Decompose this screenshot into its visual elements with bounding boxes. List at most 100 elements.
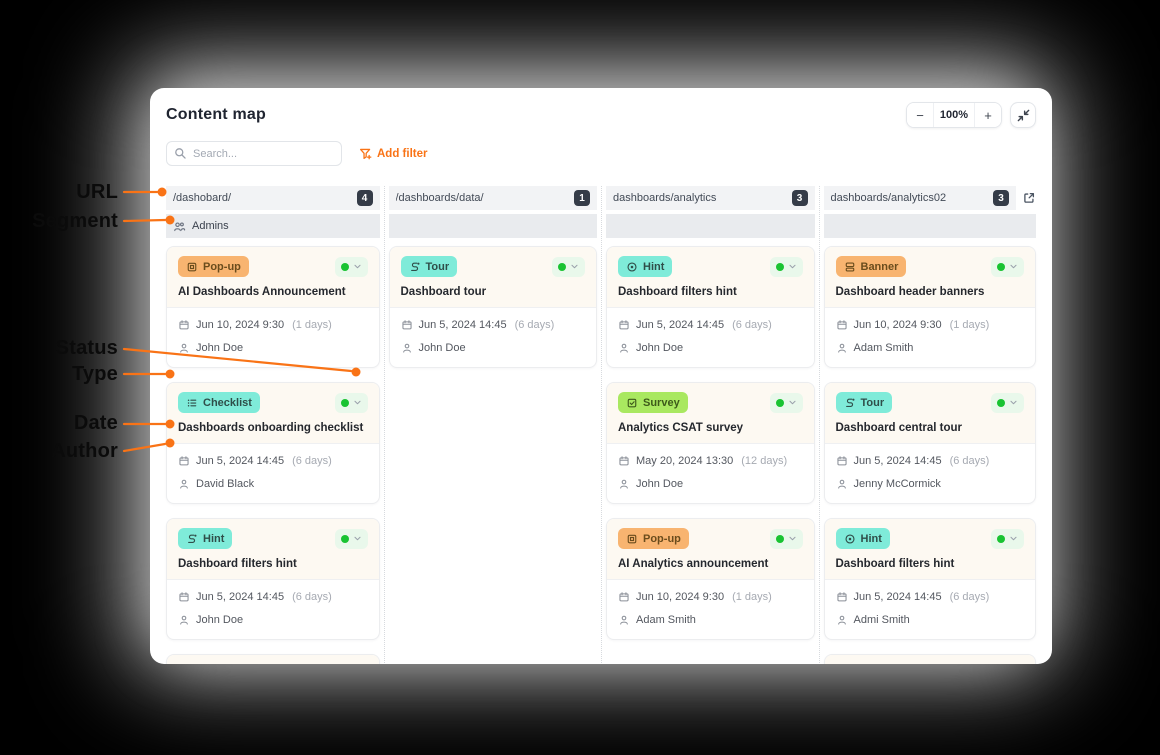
calendar-icon [836,456,847,466]
column-header[interactable]: dashboards/analytics02 3 [823,186,1016,210]
card-author: Adam Smith [853,342,914,354]
status-dot-icon [775,534,784,543]
chevron-down-icon [571,264,578,269]
card-author: John Doe [418,342,466,354]
banner-icon [845,262,854,271]
collapse-button[interactable] [1010,102,1036,128]
annotation-author-label: Author [51,440,118,462]
annotation-type-label: Type [72,363,118,385]
external-link-icon[interactable] [1022,191,1036,205]
flow-icon [188,533,198,543]
card-author: Adam Smith [636,614,696,626]
column-count-badge: 3 [791,190,808,206]
content-card[interactable]: Tour Dashboard tour Jun 5, 2024 14:45 (6 … [388,246,597,368]
card-title: Dashboards onboarding checklist [178,422,364,434]
status-dot-icon [340,398,349,407]
column-header[interactable]: /dashobard/ 4 [166,186,380,210]
survey-icon [627,398,637,407]
column-header[interactable]: dashboards/analytics 3 [606,186,815,210]
card-title: Dashboard central tour [835,422,963,434]
status-dropdown[interactable] [991,256,1024,277]
card-duration: (6 days) [732,319,772,331]
status-dot-icon [997,262,1005,271]
zoom-in-button[interactable]: + [975,103,1001,127]
zoom-out-button[interactable]: − [907,103,933,127]
status-dropdown[interactable] [991,528,1024,549]
popup-icon [187,262,197,271]
type-badge: Tour [835,392,893,413]
calendar-icon [179,456,189,466]
calendar-icon [619,592,629,602]
status-dropdown[interactable] [769,256,803,277]
content-map-panel: Content map − 100% + Add filter [150,88,1052,664]
content-card[interactable]: Hint Dashboard filters hint Jun 5, 2024 … [823,518,1036,640]
card-author: Admi Smith [853,614,910,626]
content-card[interactable]: Pop-up AI Analytics announcement Jun 10,… [606,518,815,640]
card-title: AI Dashboards Announcement [178,286,346,298]
card-title: AI Analytics announcement [618,558,769,570]
add-filter-button[interactable]: Add filter [359,147,427,160]
users-icon [174,221,186,231]
status-dot-icon [775,262,784,271]
person-icon [620,615,628,625]
content-card[interactable]: Pop-up AI Dashboards Announcement Jun 10… [166,246,380,368]
status-dot-icon [340,534,349,543]
segment-band [388,214,597,238]
card-date: Jun 5, 2024 14:45 [196,455,285,467]
person-icon [620,479,628,489]
status-dot-icon [997,534,1005,543]
content-card[interactable]: Survey Analytics CSAT survey May 20, 202… [606,382,815,504]
search-icon [175,148,186,159]
content-card[interactable]: Hint Dashboard filters hint Jun 5, 2024 … [606,246,815,368]
status-dropdown[interactable] [552,256,585,277]
card-author: David Black [196,478,255,490]
card-duration: (12 days) [741,455,788,467]
status-dropdown[interactable] [334,392,368,413]
card-title: Dashboard filters hint [835,558,955,570]
column-dashboards-data: /dashboards/data/ 1 Tour Dashboard tour … [383,186,602,664]
type-badge: Banner [835,256,907,277]
type-label: Hint [643,260,665,273]
type-badge: Pop-up [178,256,249,277]
content-card[interactable]: Checklist Dashboards onboarding checklis… [166,382,380,504]
column-dashobard: /dashobard/ 4 Admins Pop-up AI Dashboard… [166,186,384,664]
type-label: Hint [203,532,225,545]
status-dropdown[interactable] [991,392,1024,413]
chevron-down-icon [353,536,361,541]
content-card[interactable]: Tour Dashboard central tour Jun 5, 2024 … [823,382,1036,504]
calendar-icon [619,320,629,330]
card-title: Dashboard tour [400,286,487,298]
content-card[interactable]: Banner Dashboard header banners Jun 10, … [823,246,1036,368]
calendar-icon [179,320,189,330]
calendar-icon [179,592,189,602]
status-dot-icon [558,262,566,271]
column-url: /dashobard/ [173,192,232,204]
status-dropdown[interactable] [769,392,803,413]
content-card[interactable]: Hint Dashboard filters hint Jun 5, 2024 … [166,518,380,640]
card-date: Jun 10, 2024 9:30 [196,319,285,331]
chevron-down-icon [353,400,361,405]
status-dropdown[interactable] [769,528,803,549]
status-dropdown[interactable] [334,528,368,549]
card-title: Dashboard filters hint [618,286,737,298]
search-input[interactable] [166,141,342,166]
status-dropdown[interactable] [334,256,368,277]
type-label: Survey [643,396,680,409]
segment-band [823,214,1036,238]
chevron-down-icon [353,264,361,269]
card-duration: (6 days) [292,591,332,603]
type-badge: Hint [835,528,890,549]
chevron-down-icon [1010,536,1017,541]
column-header[interactable]: /dashboards/data/ 1 [388,186,597,210]
person-icon [837,343,846,353]
card-title: Dashboard filters hint [178,558,297,570]
card-title: Analytics CSAT survey [618,422,744,434]
type-badge: Checklist [178,392,260,413]
annotation-status-label: Status [55,337,118,359]
card-date: Jun 10, 2024 9:30 [853,319,942,331]
type-label: Banner [860,260,899,273]
content-card[interactable]: Survey Dashboards CSAT survey May 20, 20… [166,654,380,664]
flow-icon [410,261,420,271]
column-url: dashboards/analytics02 [830,192,947,204]
content-card[interactable]: Pop-up AI Analytics announcement Jun 10,… [823,654,1036,664]
